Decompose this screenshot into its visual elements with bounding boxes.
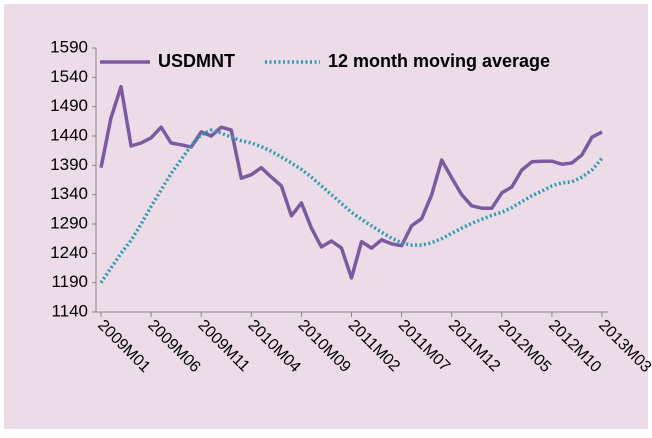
y-tick-label: 1490 (50, 96, 88, 115)
data-line (99, 84, 603, 280)
y-tick-label: 1590 (50, 37, 88, 56)
y-tick-label: 1190 (51, 272, 88, 291)
chart-background (4, 4, 648, 429)
legend-label: 12 month moving average (328, 51, 550, 71)
y-tick-label: 1540 (50, 67, 88, 86)
y-tick-label: 1440 (50, 125, 88, 144)
y-tick-label: 1390 (50, 155, 88, 174)
y-tick-label: 1140 (51, 301, 88, 320)
y-tick-label: 1240 (50, 243, 88, 262)
y-tick-label: 1290 (50, 213, 88, 232)
y-tick-label: 1340 (50, 184, 88, 203)
legend-label: USDMNT (158, 51, 235, 71)
